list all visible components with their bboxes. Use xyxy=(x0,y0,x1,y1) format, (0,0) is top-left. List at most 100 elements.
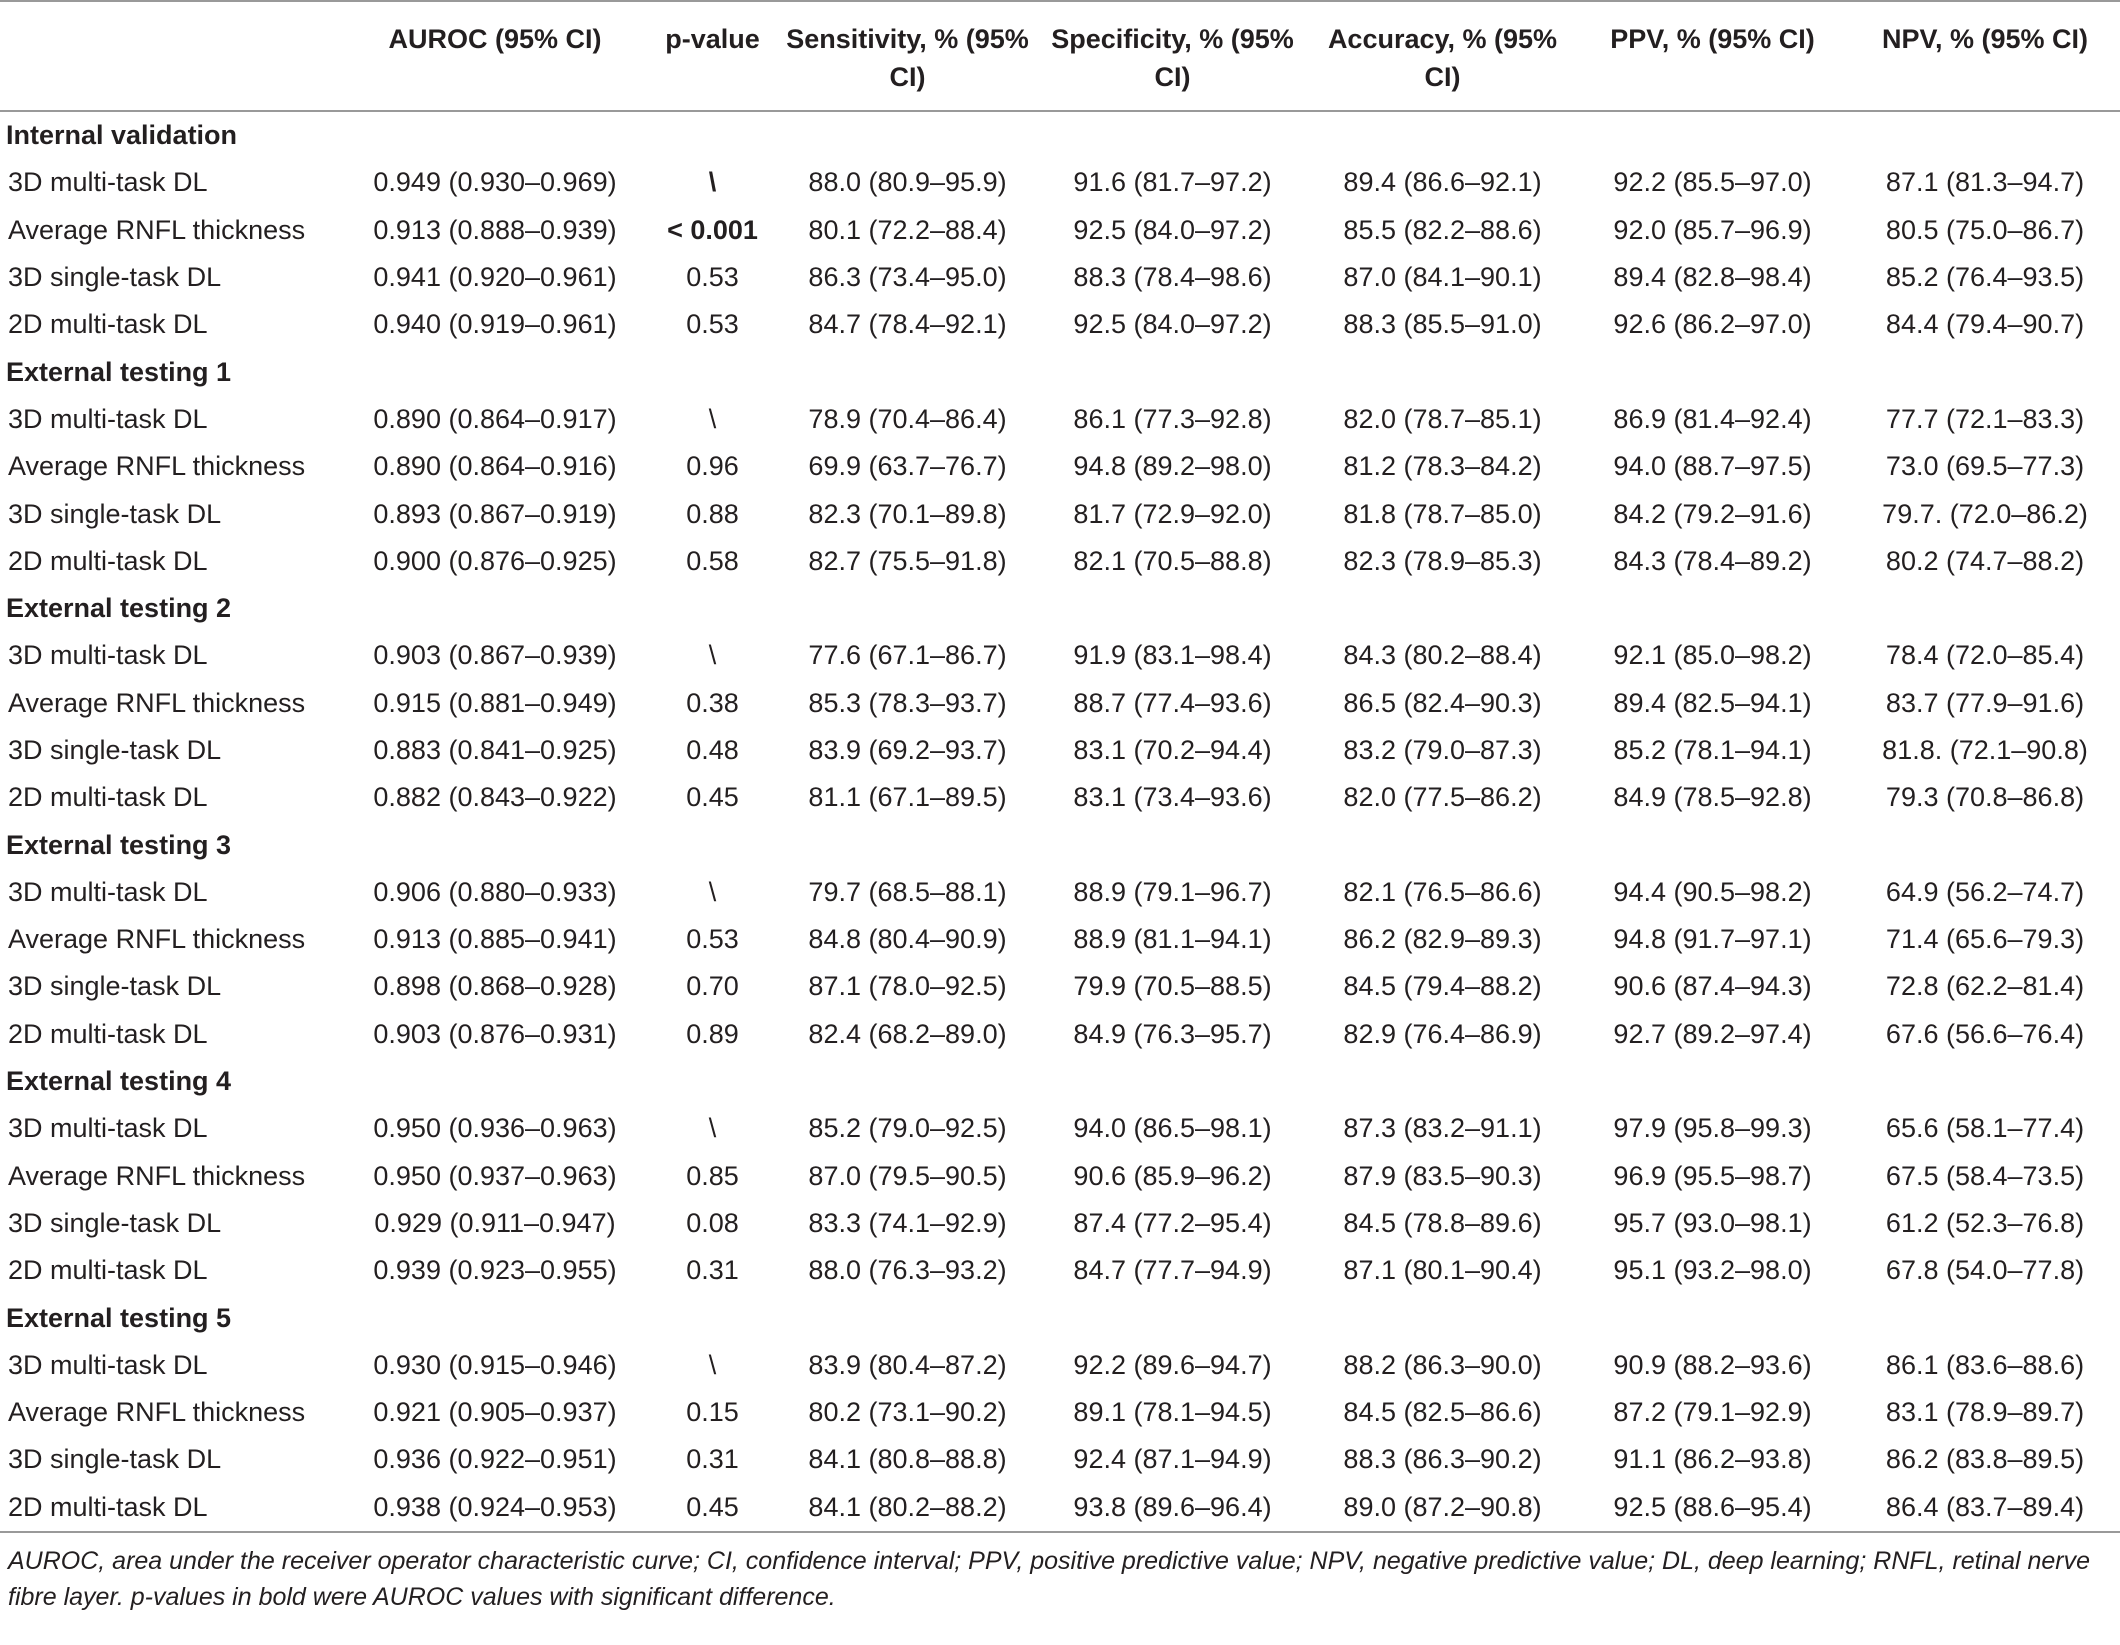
cell: 82.1 (70.5–88.8) xyxy=(1073,545,1272,576)
cell: 92.5 (84.0–97.2) xyxy=(1073,309,1272,340)
cell: 89.4 (86.6–92.1) xyxy=(1343,167,1542,198)
cell: 88.3 (78.4–98.6) xyxy=(1073,262,1272,293)
data-row: 3D multi-task DL 0.890 (0.864–0.917) \ 78.9… xyxy=(0,396,2120,443)
cell: 87.4 (77.2–95.4) xyxy=(1073,1207,1272,1238)
data-row: Average RNFL thickness 0.913 (0.888–0.939… xyxy=(0,207,2120,254)
cell: 84.3 (80.2–88.4) xyxy=(1343,640,1542,671)
cell: 94.0 (86.5–98.1) xyxy=(1073,1113,1272,1144)
data-row: 3D single-task DL 0.929 (0.911–0.947) 0.08… xyxy=(0,1200,2120,1247)
cell: 82.0 (77.5–86.2) xyxy=(1343,782,1542,813)
cell: 84.5 (78.8–89.6) xyxy=(1343,1207,1542,1238)
cell: 79.3 (70.8–86.8) xyxy=(1885,782,2085,813)
cell: 86.5 (82.4–90.3) xyxy=(1343,687,1542,718)
cell: 88.3 (85.5–91.0) xyxy=(1343,309,1542,340)
data-row: 2D multi-task DL 0.938 (0.924–0.953) 0.45 8… xyxy=(0,1484,2120,1532)
cell: 86.4 (83.7–89.4) xyxy=(1885,1491,2085,1522)
cell: 92.5 (88.6–95.4) xyxy=(1613,1491,1812,1522)
header-cell: PPV, % (95% CI) xyxy=(1610,24,1815,54)
cell: 79.7 (68.5–88.1) xyxy=(808,876,1007,907)
cell: 92.0 (85.7–96.9) xyxy=(1613,214,1812,245)
cell: 87.3 (83.2–91.1) xyxy=(1343,1113,1542,1144)
cell: 90.6 (85.9–96.2) xyxy=(1073,1160,1272,1191)
data-row: 3D multi-task DL 0.930 (0.915–0.946) \ 83.9… xyxy=(0,1342,2120,1389)
cell: 91.9 (83.1–98.4) xyxy=(1073,640,1272,671)
cell: 79.9 (70.5–88.5) xyxy=(1073,971,1272,1002)
data-row: 3D single-task DL 0.941 (0.920–0.961) 0.53… xyxy=(0,254,2120,301)
cell: 82.3 (78.9–85.3) xyxy=(1343,545,1542,576)
cell: \ xyxy=(708,1113,717,1144)
cell: 0.31 xyxy=(686,1255,739,1286)
data-row: 2D multi-task DL 0.882 (0.843–0.922) 0.45 8… xyxy=(0,774,2120,821)
group-title: External testing 2 xyxy=(6,593,232,624)
group-title: External testing 5 xyxy=(6,1302,232,1333)
cell: 79.7. (72.0–86.2) xyxy=(1882,498,2088,529)
cell: 92.6 (86.2–97.0) xyxy=(1613,309,1812,340)
cell: 64.9 (56.2–74.7) xyxy=(1885,876,2085,907)
cell: 0.15 xyxy=(686,1397,739,1428)
row-label: 3D single-task DL xyxy=(8,971,222,1002)
cell: 89.4 (82.5–94.1) xyxy=(1613,687,1812,718)
header-row: AUROC (95% CI) p-value Sensitivity, % (95%… xyxy=(0,1,2120,111)
header-cell: Accuracy, % (95% CI) xyxy=(1327,24,1558,92)
cell: 0.913 (0.885–0.941) xyxy=(373,924,617,955)
cell: 83.9 (69.2–93.7) xyxy=(808,735,1007,765)
cell: 83.1 (78.9–89.7) xyxy=(1885,1397,2085,1428)
cell: 86.2 (82.9–89.3) xyxy=(1343,924,1542,955)
cell: 80.2 (74.7–88.2) xyxy=(1885,545,2085,576)
cell: 81.8 (78.7–85.0) xyxy=(1343,498,1542,529)
cell: 0.913 (0.888–0.939) xyxy=(373,214,617,245)
cell: 86.1 (83.6–88.6) xyxy=(1885,1349,2085,1380)
data-row: Average RNFL thickness 0.915 (0.881–0.949… xyxy=(0,680,2120,727)
cell: \ xyxy=(708,640,717,671)
cell: 0.53 xyxy=(686,924,739,955)
data-row: 3D single-task DL 0.936 (0.922–0.951) 0.31… xyxy=(0,1436,2120,1483)
cell: 87.1 (80.1–90.4) xyxy=(1343,1255,1542,1286)
cell: 82.0 (78.7–85.1) xyxy=(1343,403,1542,434)
cell: 96.9 (95.5–98.7) xyxy=(1613,1160,1812,1191)
cell: 90.9 (88.2–93.6) xyxy=(1613,1349,1812,1380)
cell: 0.893 (0.867–0.919) xyxy=(373,498,617,529)
cell: \ xyxy=(708,876,717,907)
group-row: External testing 3 xyxy=(0,821,2120,868)
cell: 85.3 (78.3–93.7) xyxy=(808,687,1007,718)
cell: 0.940 (0.919–0.961) xyxy=(373,309,617,340)
cell: 94.0 (88.7–97.5) xyxy=(1613,451,1812,482)
group-row: External testing 2 xyxy=(0,585,2120,632)
row-label: 3D multi-task DL xyxy=(8,640,208,671)
row-label: 3D multi-task DL xyxy=(8,167,208,198)
cell: 85.2 (78.1–94.1) xyxy=(1613,735,1812,765)
cell: \ xyxy=(708,1349,717,1380)
cell: 94.8 (91.7–97.1) xyxy=(1613,924,1812,955)
cell: 82.4 (68.2–89.0) xyxy=(808,1018,1007,1049)
group-title: External testing 1 xyxy=(6,356,232,387)
cell: 87.9 (83.5–90.3) xyxy=(1343,1160,1542,1191)
cell: 95.7 (93.0–98.1) xyxy=(1613,1207,1812,1238)
group-row: Internal validation xyxy=(0,111,2120,159)
cell: 77.6 (67.1–86.7) xyxy=(808,640,1007,671)
data-row: 2D multi-task DL 0.939 (0.923–0.955) 0.31 8… xyxy=(0,1247,2120,1294)
cell: \ xyxy=(708,167,717,198)
row-label: Average RNFL thickness xyxy=(8,1397,306,1428)
data-row: Average RNFL thickness 0.950 (0.937–0.963… xyxy=(0,1153,2120,1200)
data-row: 3D single-task DL 0.898 (0.868–0.928) 0.70… xyxy=(0,963,2120,1010)
cell: 84.1 (80.8–88.8) xyxy=(808,1444,1007,1475)
cell: 89.1 (78.1–94.5) xyxy=(1073,1397,1272,1428)
cell: 0.890 (0.864–0.916) xyxy=(373,451,617,482)
cell: 87.1 (78.0–92.5) xyxy=(808,971,1007,1002)
cell: 87.1 (81.3–94.7) xyxy=(1885,167,2085,198)
cell: 61.2 (52.3–76.8) xyxy=(1885,1207,2085,1238)
data-row: Average RNFL thickness 0.913 (0.885–0.941… xyxy=(0,916,2120,963)
cell: 0.883 (0.841–0.925) xyxy=(373,735,617,765)
cell: 87.0 (84.1–90.1) xyxy=(1343,262,1542,293)
cell: 0.900 (0.876–0.925) xyxy=(373,545,617,576)
cell: 84.5 (79.4–88.2) xyxy=(1343,971,1542,1002)
cell: 84.7 (77.7–94.9) xyxy=(1073,1255,1272,1286)
cell: 0.903 (0.867–0.939) xyxy=(373,640,617,671)
cell: 84.4 (79.4–90.7) xyxy=(1885,309,2085,340)
cell: 97.9 (95.8–99.3) xyxy=(1613,1113,1812,1144)
data-row: 2D multi-task DL 0.940 (0.919–0.961) 0.53 8… xyxy=(0,301,2120,348)
data-row: 2D multi-task DL 0.903 (0.876–0.931) 0.89 8… xyxy=(0,1011,2120,1058)
cell: 0.96 xyxy=(686,451,739,482)
cell: 95.1 (93.2–98.0) xyxy=(1613,1255,1812,1286)
